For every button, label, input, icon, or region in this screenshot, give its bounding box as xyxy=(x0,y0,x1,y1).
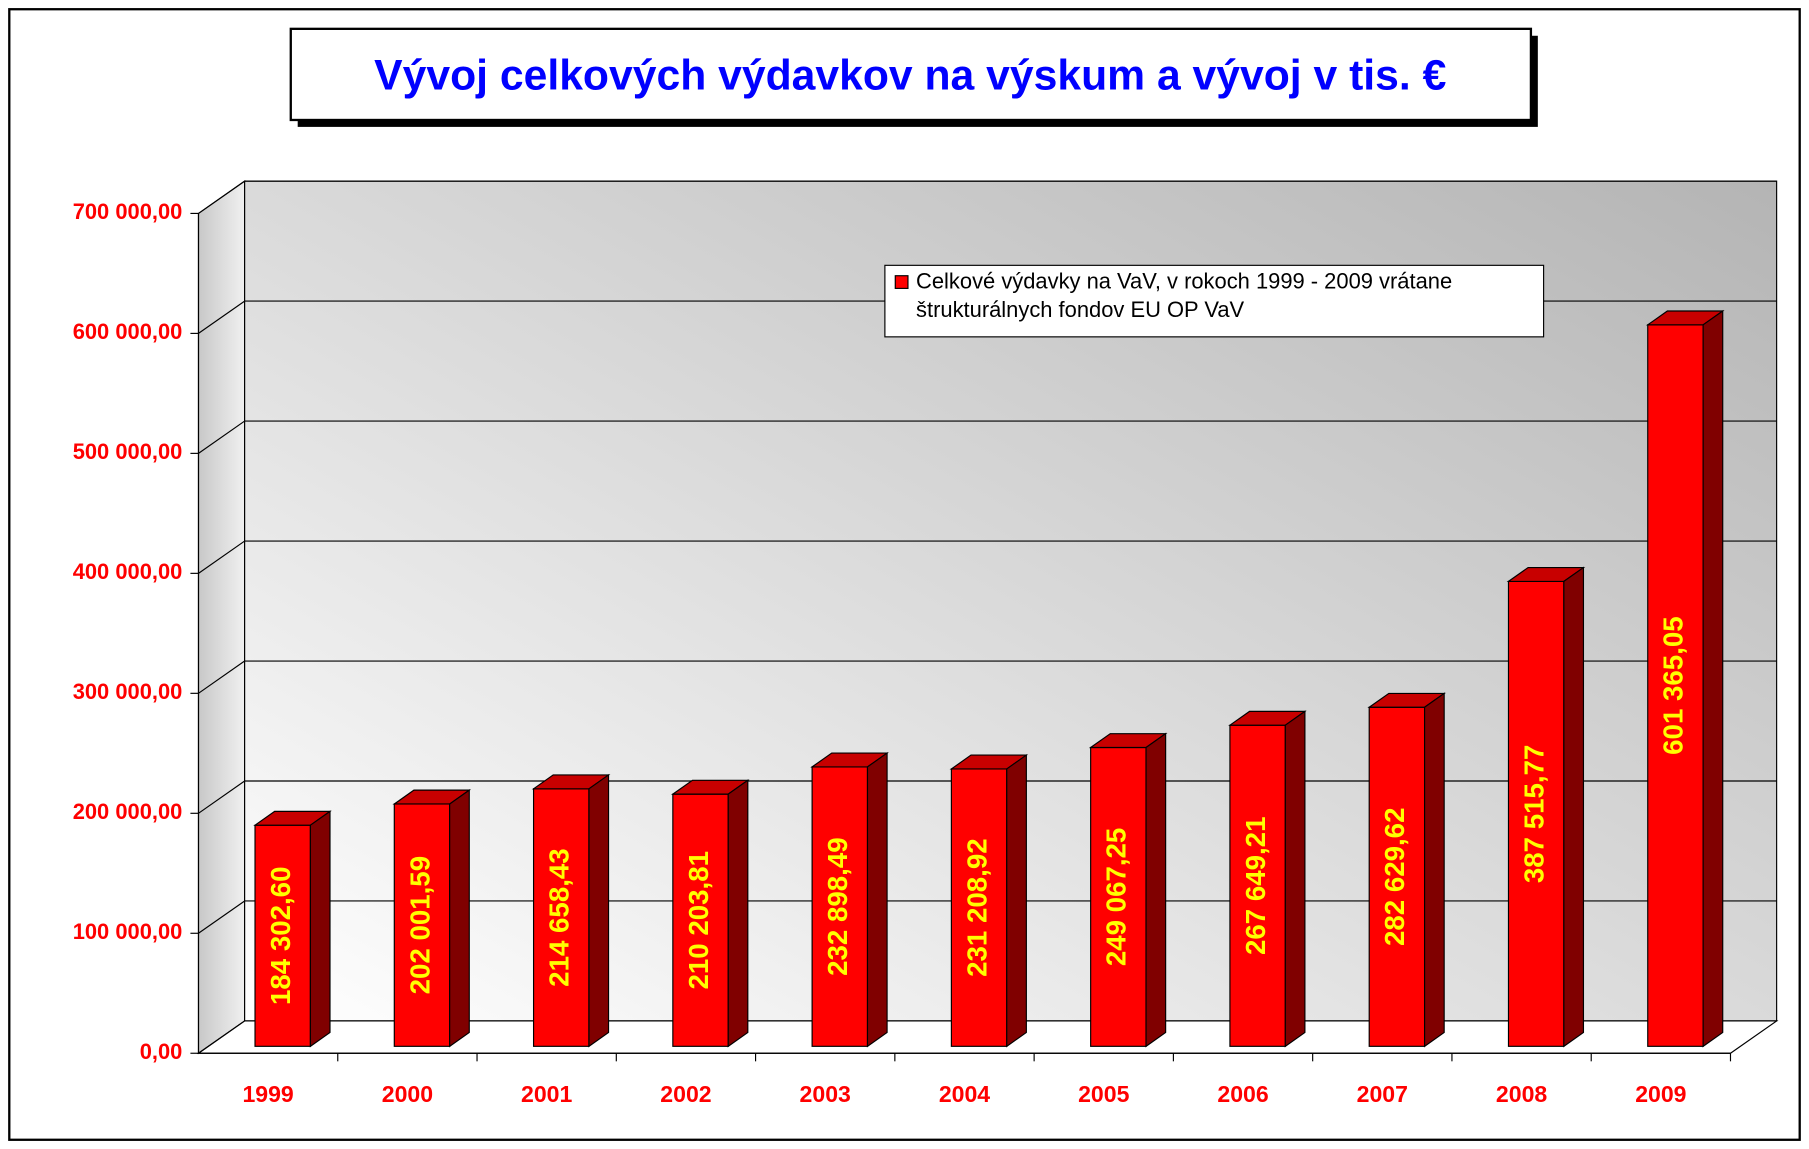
value-label: 214 658,43 xyxy=(544,848,575,987)
side-wall xyxy=(197,180,246,1055)
x-tick-label: 2008 xyxy=(1496,1081,1547,1107)
value-label: 282 629,62 xyxy=(1379,808,1410,947)
chart-title: Vývoj celkových výdavkov na výskum a výv… xyxy=(374,52,1446,100)
bar xyxy=(1647,324,1704,1047)
grid-line-side xyxy=(198,540,245,574)
bar-side xyxy=(1423,692,1445,1048)
y-tick-label: 700 000,00 xyxy=(73,199,183,224)
x-tick-label: 2007 xyxy=(1357,1081,1408,1107)
bar xyxy=(1507,580,1565,1047)
value-label: 210 203,81 xyxy=(683,851,714,990)
bar xyxy=(950,768,1008,1047)
y-tick-label: 0,00 xyxy=(140,1039,183,1064)
x-tick-label: 2003 xyxy=(800,1081,851,1107)
x-tick-label: 2009 xyxy=(1635,1081,1686,1107)
plot-area: 0,00 100 000,00 200 000,00 300 000,00 400 00… xyxy=(73,180,1779,1107)
bar xyxy=(1090,746,1147,1047)
value-label: 232 898,49 xyxy=(822,837,853,976)
grid-line-side xyxy=(198,1020,245,1054)
y-tick-label: 200 000,00 xyxy=(73,799,183,824)
value-label: 184 302,60 xyxy=(265,867,296,1006)
grid-line-side xyxy=(198,780,245,814)
y-tick-label: 100 000,00 xyxy=(73,919,183,944)
x-tick-label: 2000 xyxy=(382,1081,433,1107)
y-tick-label: 500 000,00 xyxy=(73,439,183,464)
bar-side xyxy=(1145,732,1167,1048)
bar-side xyxy=(727,779,749,1048)
y-tick-label: 400 000,00 xyxy=(73,559,183,584)
x-tick-label: 2004 xyxy=(939,1081,990,1107)
value-label: 231 208,92 xyxy=(961,838,992,977)
bar-side xyxy=(1563,566,1585,1048)
legend-text-holder: Celkové výdavky na VaV, v rokoch 1999 - … xyxy=(916,269,1453,324)
grid-line-side xyxy=(198,420,245,454)
bar-side xyxy=(309,810,331,1048)
value-label: 267 649,21 xyxy=(1240,817,1271,956)
bar-side xyxy=(1284,710,1306,1048)
bar xyxy=(532,788,590,1047)
bar-side xyxy=(588,773,610,1048)
value-label: 202 001,59 xyxy=(404,856,435,995)
title-box xyxy=(289,27,1533,122)
value-label: 387 515,77 xyxy=(1518,745,1549,884)
y-tick-label: 300 000,00 xyxy=(73,679,183,704)
x-tick-label: 2005 xyxy=(1078,1081,1129,1107)
y-tick-label: 600 000,00 xyxy=(73,319,183,344)
bar-side xyxy=(1006,753,1027,1048)
grid-line-side xyxy=(198,660,245,694)
legend-label: Celkové výdavky na VaV, v rokoch 1999 - … xyxy=(916,269,1453,324)
bar xyxy=(1229,724,1286,1047)
bar xyxy=(393,803,451,1047)
bar-side xyxy=(1702,309,1724,1048)
bar xyxy=(672,793,729,1047)
legend-swatch xyxy=(894,275,909,289)
grid-line-side xyxy=(198,300,245,334)
bar-side xyxy=(866,751,888,1048)
value-label: 601 365,05 xyxy=(1658,616,1689,755)
x-tick-label: 1999 xyxy=(242,1081,293,1107)
x-tick-label: 2006 xyxy=(1217,1081,1268,1107)
value-label: 249 067,25 xyxy=(1101,828,1132,967)
x-tick-label: 2001 xyxy=(521,1081,572,1107)
grid-line-side xyxy=(198,900,245,934)
bar-side xyxy=(449,789,470,1048)
bar xyxy=(254,824,311,1047)
x-tick-label: 2002 xyxy=(660,1081,711,1107)
grid-line-side xyxy=(198,180,245,214)
legend xyxy=(884,264,1545,338)
